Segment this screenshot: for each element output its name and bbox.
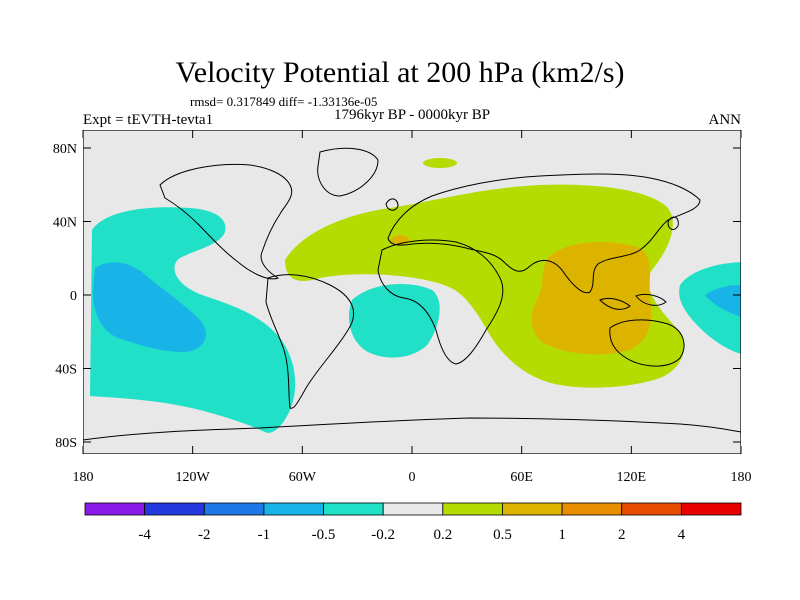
colorbar-label: 0.5: [493, 527, 512, 543]
colorbar-label: 1: [558, 527, 566, 543]
colorbar-swatch: [144, 502, 205, 516]
colorbar-swatch: [561, 502, 623, 516]
season-label: ANN: [709, 112, 742, 128]
colorbar-swatch: [263, 502, 324, 516]
colorbar-label: 2: [618, 527, 626, 543]
colorbar-label: -2: [198, 527, 211, 543]
lon-tick-label: 120E: [617, 470, 647, 485]
lon-tick-label: 60E: [510, 470, 533, 485]
colorbar-swatch: [621, 502, 682, 516]
lon-tick-label: 60W: [289, 470, 317, 485]
colorbar-label: -0.2: [371, 527, 395, 543]
colorbar-swatch: [502, 502, 563, 516]
lon-tick-label: 120W: [176, 470, 211, 485]
lon-tick-label: 0: [409, 470, 416, 485]
colorbar: -4 -2 -1 -0.5 -0.2 0.2 0.5 1 2 4: [84, 502, 742, 543]
colorbar-label: -1: [258, 527, 271, 543]
negative-core-pacific: [92, 262, 206, 352]
experiment-label: Expt = tEVTH-tevta1: [83, 112, 213, 128]
colorbar-swatch: [442, 502, 503, 516]
colorbar-swatch: [680, 502, 742, 516]
colorbar-swatch: [203, 502, 265, 516]
stats-label: rmsd= 0.317849 diff= -1.33136e-05: [190, 94, 377, 109]
colorbar-swatch: [84, 502, 146, 516]
colorbar-swatch: [382, 502, 444, 516]
positive-core-indian-ocean: [531, 242, 652, 355]
latitude-axis: 80N 40N 0 40S 80S: [53, 142, 741, 451]
coastlines: [83, 147, 741, 441]
longitude-axis: 180 120W 60W 0 60E 120E 180: [73, 130, 752, 485]
lat-tick-label: 40S: [55, 363, 77, 378]
lat-tick-label: 80S: [55, 436, 77, 451]
lon-tick-label: 180: [731, 470, 752, 485]
colorbar-label: 4: [678, 527, 686, 543]
colorbar-label: 0.2: [433, 527, 452, 543]
period-label: 1796kyr BP - 0000kyr BP: [334, 107, 490, 123]
lat-tick-label: 80N: [53, 142, 77, 157]
negative-region-east: [679, 262, 741, 354]
positive-blob-arctic: [423, 158, 457, 168]
lat-tick-label: 0: [70, 289, 77, 304]
colorbar-label: -0.5: [312, 527, 336, 543]
colorbar-label: -4: [138, 527, 151, 543]
figure-title: Velocity Potential at 200 hPa (km2/s): [175, 56, 624, 89]
map-panel: [83, 130, 741, 454]
negative-core-east: [705, 285, 741, 317]
lat-tick-label: 40N: [53, 216, 77, 231]
lon-tick-label: 180: [73, 470, 94, 485]
colorbar-swatch: [323, 502, 384, 516]
